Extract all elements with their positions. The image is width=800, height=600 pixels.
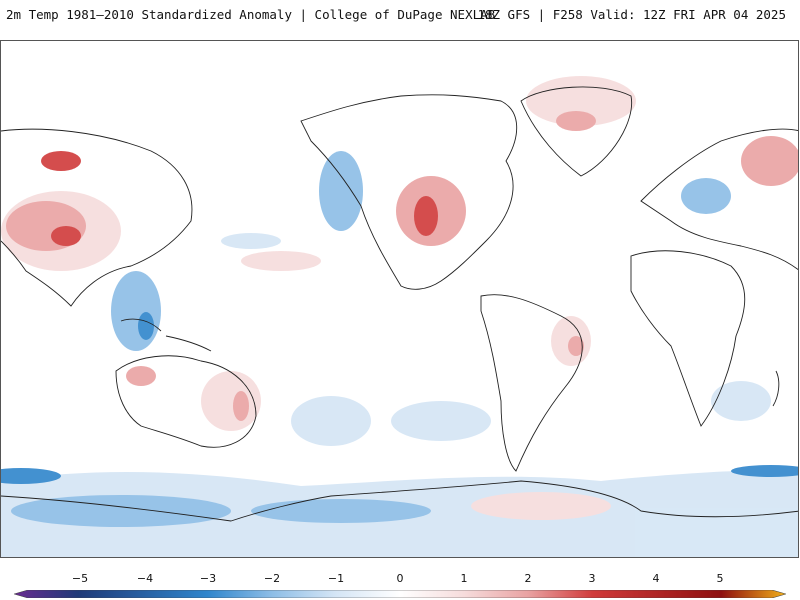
- colorbar-label: −5: [71, 572, 89, 585]
- colorbar-label: 3: [588, 572, 596, 585]
- anomaly-map: [0, 40, 799, 558]
- world-map-svg: [1, 76, 798, 557]
- anomaly-colorbar: −5 −4 −3 −2 −1 0 1 2 3 4 5: [0, 562, 800, 600]
- colorbar-label: −1: [327, 572, 345, 585]
- model-run-info: 18Z GFS | F258 Valid: 12Z FRI APR 04 202…: [477, 7, 786, 22]
- colorbar-label: 1: [460, 572, 468, 585]
- colorbar-label: 4: [652, 572, 660, 585]
- colorbar-label: 5: [716, 572, 724, 585]
- coastlines: [1, 86, 798, 522]
- colorbar-label: 0: [396, 572, 404, 585]
- colorbar-gradient: [14, 590, 786, 598]
- colorbar-label: 2: [524, 572, 532, 585]
- colorbar-label: −4: [136, 572, 154, 585]
- colorbar-label: −3: [199, 572, 217, 585]
- anomaly-shading: [1, 76, 798, 557]
- map-title: 2m Temp 1981–2010 Standardized Anomaly |…: [6, 7, 496, 22]
- colorbar-label: −2: [263, 572, 281, 585]
- map-header: 2m Temp 1981–2010 Standardized Anomaly |…: [0, 0, 800, 40]
